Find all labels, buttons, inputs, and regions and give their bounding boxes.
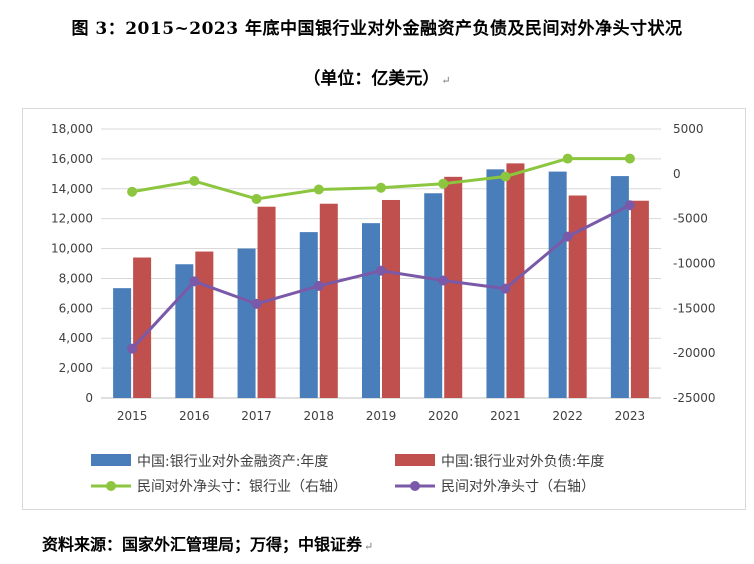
x-tick-label: 2015 — [117, 409, 148, 423]
point-bank-net — [251, 193, 262, 204]
bar-assets — [299, 232, 318, 398]
chart-svg: 0 2,000 4,000 6,000 8,000 10,000 12,000 14,000 1… — [51, 122, 716, 495]
figure-title: 图 3：2015~2023 年底中国银行业对外金融资产负债及民间对外净头寸状况 — [71, 19, 683, 39]
y-left-tick-label: 0 — [85, 391, 93, 405]
y-left-tick-label: 4,000 — [59, 331, 93, 345]
point-bank-net — [624, 153, 635, 164]
point-private-net — [438, 275, 449, 286]
bar-liabilities — [319, 203, 338, 398]
legend-swatch — [395, 454, 435, 466]
point-private-net — [251, 298, 262, 309]
x-tick-label: 2022 — [552, 409, 583, 423]
bar-assets — [237, 248, 256, 398]
bar-liabilities — [195, 251, 214, 398]
unit-label: （单位：亿美元） ↵ — [303, 69, 451, 89]
x-tick-label: 2017 — [241, 409, 272, 423]
legend-swatch-marker — [410, 481, 420, 491]
point-private-net — [127, 343, 138, 354]
legend-label: 民间对外净头寸：银行业（右轴） — [137, 479, 347, 495]
point-private-net — [376, 265, 386, 276]
y-right-tick-label: -15000 — [673, 301, 716, 315]
source-note: 资料来源：国家外汇管理局；万得；中银证券 ↵ — [42, 535, 374, 554]
x-tick-label: 2020 — [428, 409, 459, 423]
y-right-tick-label: -20000 — [673, 346, 716, 360]
legend-swatch-marker — [106, 481, 116, 491]
paragraph-mark-source: ↵ — [364, 540, 374, 553]
bar-assets — [610, 176, 629, 398]
bar-liabilities — [444, 176, 463, 398]
point-bank-net — [438, 178, 449, 189]
point-private-net — [562, 231, 573, 242]
x-tick-label: 2021 — [490, 409, 521, 423]
y-left-tick-label: 10,000 — [51, 242, 93, 256]
y-left-tick-label: 18,000 — [51, 122, 93, 136]
x-tick-label: 2023 — [615, 409, 646, 423]
y-right-tick-label: 5000 — [673, 122, 704, 136]
bar-assets — [424, 193, 443, 398]
legend-swatch — [91, 454, 131, 466]
point-bank-net — [376, 182, 386, 193]
y-right-tick-label: -5000 — [673, 212, 708, 226]
x-tick-label: 2019 — [366, 409, 397, 423]
point-bank-net — [313, 184, 324, 195]
y-left-tick-label: 12,000 — [51, 212, 93, 226]
y-right-tick-label: -10000 — [673, 257, 716, 271]
x-tick-label: 2016 — [179, 409, 210, 423]
y-left-tick-label: 2,000 — [59, 361, 93, 375]
point-private-net — [500, 283, 511, 294]
bar-assets — [548, 171, 567, 398]
x-tick-label: 2018 — [304, 409, 335, 423]
bar-assets — [113, 288, 132, 398]
bar-liabilities — [630, 200, 649, 398]
point-private-net — [624, 200, 635, 211]
y-left-tick-label: 16,000 — [51, 152, 93, 166]
bar-assets — [362, 223, 380, 398]
point-private-net — [189, 276, 200, 287]
legend-label: 中国:银行业对外金融资产:年度 — [137, 454, 328, 470]
y-left-tick-label: 8,000 — [59, 271, 93, 285]
y-right-tick-label: -25000 — [673, 391, 716, 405]
y-left-tick-label: 14,000 — [51, 182, 93, 196]
y-left-tick-label: 6,000 — [59, 301, 93, 315]
bar-assets — [486, 169, 505, 398]
point-bank-net — [562, 153, 573, 164]
chart-container: 0 2,000 4,000 6,000 8,000 10,000 12,000 14,000 1… — [22, 108, 746, 510]
bar-liabilities — [568, 195, 587, 398]
bar-liabilities — [133, 257, 152, 398]
y-right-tick-label: 0 — [673, 167, 681, 181]
point-bank-net — [500, 171, 511, 182]
point-private-net — [313, 280, 324, 291]
bar-liabilities — [382, 199, 400, 398]
point-bank-net — [127, 186, 138, 197]
paragraph-mark: ↵ — [441, 74, 451, 87]
legend-label: 中国:银行业对外负债:年度 — [441, 454, 604, 470]
point-bank-net — [189, 176, 200, 187]
legend-label: 民间对外净头寸（右轴） — [441, 479, 595, 495]
